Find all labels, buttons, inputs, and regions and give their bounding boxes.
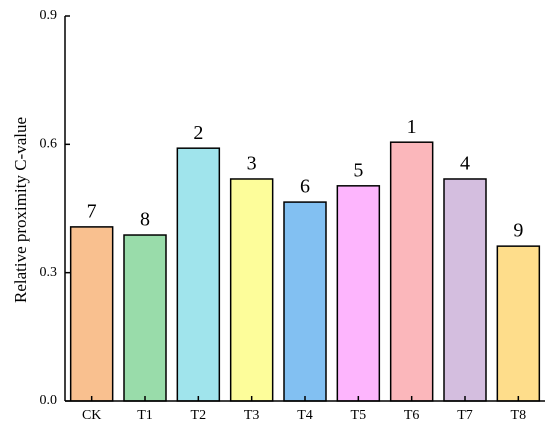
x-tick-label: T1 (137, 408, 153, 423)
rank-label: 3 (247, 153, 257, 175)
bar (336, 185, 381, 402)
x-tick-label: T2 (191, 408, 207, 423)
bar (229, 178, 274, 402)
rank-label: 1 (407, 116, 417, 138)
bar (389, 141, 434, 402)
bar (176, 147, 221, 402)
x-tick-label: T5 (351, 408, 367, 423)
x-tick-label: T6 (404, 408, 420, 423)
x-tick-label: T8 (511, 408, 527, 423)
y-axis-label: Relative proximity C-value (11, 117, 30, 303)
y-tick-label: 0.6 (40, 137, 58, 152)
y-tick-label: 0.9 (40, 8, 58, 23)
bar (123, 234, 167, 402)
rank-label: 6 (300, 176, 310, 198)
bar (283, 201, 327, 402)
bar (443, 178, 487, 402)
rank-label: 8 (140, 209, 150, 231)
rank-label: 9 (513, 220, 523, 242)
rank-label: 4 (460, 153, 470, 175)
rank-label: 2 (193, 122, 203, 144)
y-tick-label: 0.3 (40, 265, 58, 280)
rank-label: 7 (87, 200, 97, 222)
rank-label: 5 (353, 159, 363, 181)
x-tick-label: CK (82, 408, 101, 423)
bar (69, 226, 114, 402)
x-tick-label: T3 (244, 408, 260, 423)
x-tick-label: T4 (297, 408, 313, 423)
bar (496, 245, 541, 402)
y-tick-label: 0.0 (40, 393, 58, 408)
x-tick-label: T7 (457, 408, 473, 423)
